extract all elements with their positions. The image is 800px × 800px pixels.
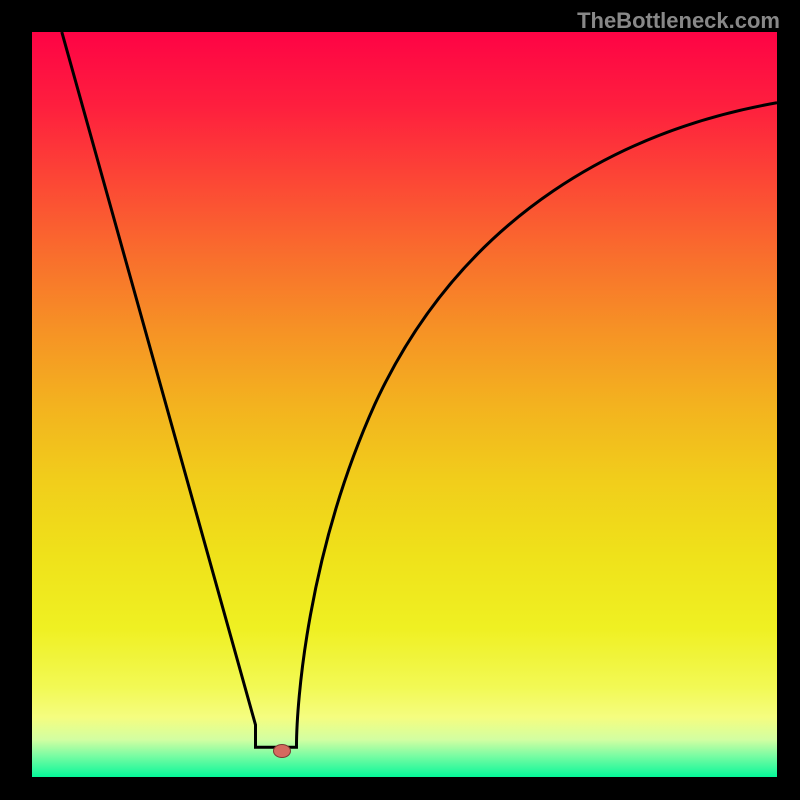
curve-svg xyxy=(32,32,777,777)
plot-area xyxy=(32,32,777,777)
bottleneck-curve xyxy=(62,32,777,747)
chart-container: TheBottleneck.com xyxy=(0,0,800,800)
watermark-text: TheBottleneck.com xyxy=(577,8,780,34)
data-point-marker xyxy=(273,744,291,758)
